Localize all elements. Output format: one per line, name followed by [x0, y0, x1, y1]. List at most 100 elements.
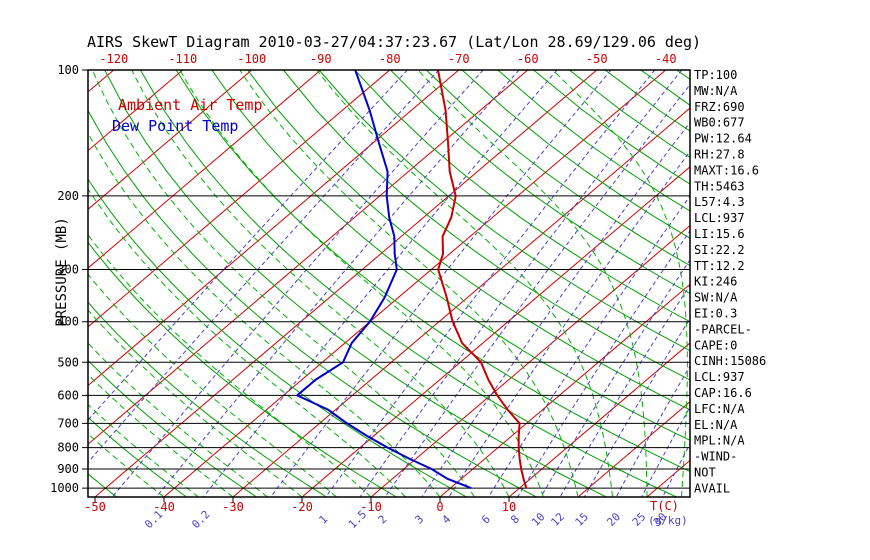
mixing-ratio-line — [488, 195, 690, 497]
top-temp-label: -60 — [517, 52, 539, 66]
dry-adiabat-line — [354, 70, 690, 323]
moist-adiabat-line — [88, 132, 441, 497]
mixing-ratio-label: 20 — [604, 510, 623, 529]
mixing-ratio-label: 6 — [479, 513, 493, 527]
stat-line: MAXT:16.6 — [694, 163, 759, 177]
stats-panel: TP:100 MW:N/A FRZ:690 WB0:677 PW:12.64 RH:27.… — [694, 68, 766, 495]
dry-adiabat-line — [390, 70, 690, 295]
mixing-ratio-label: 4 — [439, 512, 453, 526]
moist-adiabat-line — [316, 70, 613, 497]
stat-line: EL:N/A — [694, 418, 738, 432]
pressure-axis-label: PRESSURE (MB) — [54, 217, 70, 327]
dry-adiabat-line — [88, 359, 257, 497]
dry-adiabat-line — [461, 70, 690, 239]
moist-adiabat-line — [179, 70, 544, 497]
moist-adiabat-line — [88, 342, 268, 497]
moist-adiabat-line — [88, 309, 303, 497]
mixing-ratio-line — [384, 83, 690, 497]
top-temp-label: -40 — [655, 52, 677, 66]
mixing-ratio-label: 10 — [529, 510, 548, 529]
top-temp-label: -120 — [99, 52, 128, 66]
mixing-ratio-label: 3 — [412, 513, 426, 527]
stat-line: WB0:677 — [694, 116, 745, 130]
mixing-ratio-line — [270, 70, 612, 497]
moist-adiabat-line — [88, 188, 406, 497]
moist-adiabat-line — [239, 70, 579, 497]
isotherm-line — [163, 70, 667, 497]
stat-line: LCL:937 — [694, 370, 745, 384]
bottom-temp-label: -40 — [153, 500, 175, 514]
mixing-ratio-line — [111, 70, 484, 497]
top-temp-label: -90 — [310, 52, 332, 66]
mixing-ratio-label: 1 — [316, 513, 330, 527]
bottom-temp-label: -50 — [84, 500, 106, 514]
isotherm-line — [88, 70, 184, 152]
stat-line: L57:4.3 — [694, 195, 745, 209]
isotherm-line — [88, 70, 391, 328]
page-title: AIRS SkewT Diagram 2010-03-27/04:37:23.6… — [87, 33, 701, 51]
stat-line: RH:27.8 — [694, 148, 745, 162]
stat-line: -WIND- — [694, 450, 737, 464]
bottom-temp-label: -20 — [291, 500, 313, 514]
isotherm-line — [577, 401, 690, 497]
mixing-ratio-line — [359, 70, 683, 497]
isotherm-line — [646, 459, 690, 497]
stat-line: PW:12.64 — [694, 132, 752, 146]
legend-dew-point-temp: Dew Point Temp — [112, 117, 238, 135]
dry-adiabat-line — [425, 70, 690, 267]
stat-line: SW:N/A — [694, 291, 738, 305]
mixing-unit-label: (g/kg) — [648, 514, 688, 527]
stat-line: CAPE:0 — [694, 338, 737, 352]
isotherm-line — [0, 70, 45, 497]
isotherm-line — [88, 70, 460, 387]
moist-adiabat-line — [91, 70, 475, 497]
dry-adiabat-line — [211, 70, 690, 441]
pressure-tick-label: 900 — [57, 462, 79, 476]
isotherm-line — [370, 224, 690, 497]
top-temp-label: -100 — [237, 52, 266, 66]
mixing-ratio-line — [583, 317, 690, 497]
stat-line: LI:15.6 — [694, 227, 745, 241]
isotherm-line — [508, 342, 690, 497]
top-temp-label: -80 — [379, 52, 401, 66]
dry-adiabat-line — [104, 70, 607, 497]
isotherm-line — [232, 107, 690, 497]
dry-adiabat-line — [283, 70, 690, 381]
dew-point-curve — [295, 70, 472, 490]
pressure-tick-label: 200 — [57, 189, 79, 203]
pressure-tick-label: 600 — [57, 388, 79, 402]
mixing-ratio-line — [641, 406, 690, 497]
skewt-background-lines — [0, 70, 690, 497]
isotherm-line — [88, 70, 529, 445]
stat-line: TT:12.2 — [694, 259, 745, 273]
bottom-temp-label: 0 — [436, 500, 443, 514]
moist-adiabat-line — [88, 233, 372, 497]
stat-line: TH:5463 — [694, 179, 745, 193]
stat-line: CINH:15086 — [694, 354, 766, 368]
dry-adiabat-line — [88, 109, 537, 497]
dry-adiabat-line — [175, 70, 690, 473]
pressure-tick-label: 1000 — [50, 481, 79, 495]
stat-line: MW:N/A — [694, 84, 738, 98]
stat-line: MPL:N/A — [694, 434, 745, 448]
bottom-temp-label: -10 — [360, 500, 382, 514]
stat-line: FRZ:690 — [694, 100, 745, 114]
mixing-ratio-label: 15 — [573, 510, 592, 529]
moist-adiabat-line — [88, 273, 337, 497]
mixing-ratio-line — [662, 442, 690, 497]
stat-line: TP:100 — [694, 68, 737, 82]
mixing-ratio-label: 0.2 — [189, 508, 212, 531]
mixing-ratio-label: 12 — [548, 510, 567, 529]
dry-adiabat-line — [247, 70, 690, 411]
dry-adiabat-line — [88, 301, 327, 497]
stat-line: CAP:16.6 — [694, 386, 752, 400]
stat-line: AVAIL — [694, 481, 730, 495]
stat-line: LCL:937 — [694, 211, 745, 225]
mixing-ratio-line — [88, 70, 408, 421]
bottom-temp-label: 10 — [502, 500, 516, 514]
mixing-ratio-line — [540, 259, 690, 497]
isotherm-line — [88, 70, 322, 269]
stat-line: KI:246 — [694, 275, 737, 289]
